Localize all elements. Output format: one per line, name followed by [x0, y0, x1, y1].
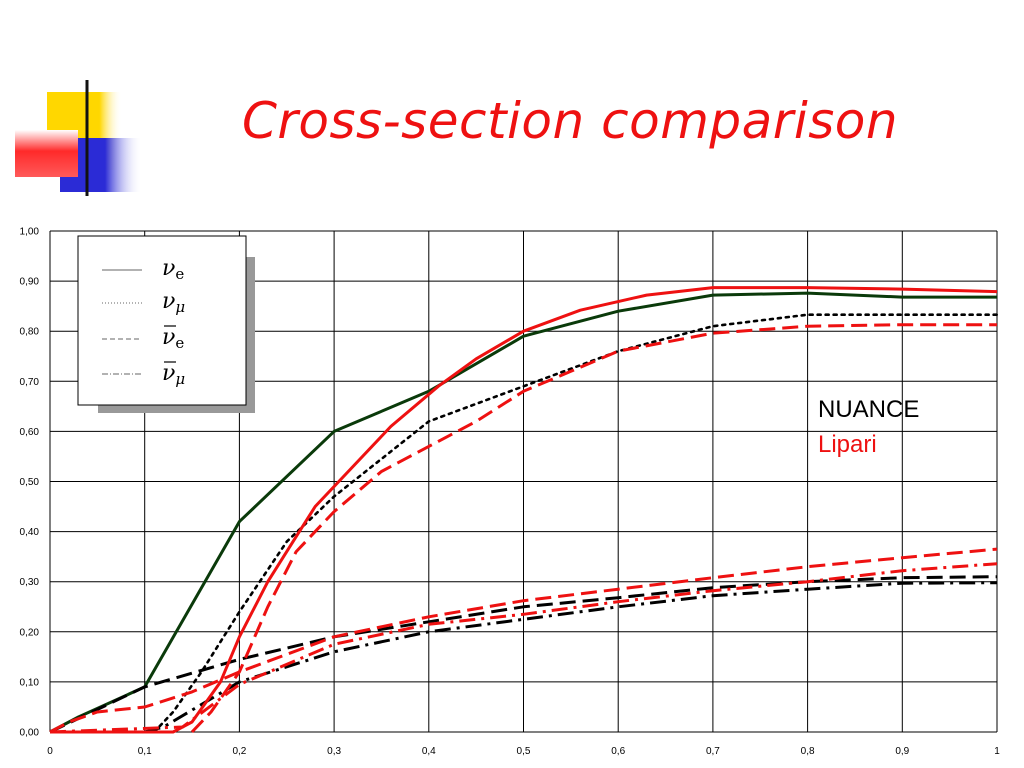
chart-grid — [49, 230, 998, 733]
legend-label-nu-e: νe — [162, 256, 184, 283]
nuance-label: NUANCE — [818, 396, 919, 423]
y-tick-label: 0,30 — [20, 577, 40, 588]
y-tick-label: 0,40 — [20, 527, 40, 538]
y-axis: 0,00 0,10 0,20 0,30 0,40 0,50 0,60 0,70 0,80 0,90… — [20, 227, 40, 739]
cross-section-chart: 0,000,100,200,300,400,500,600,700,800,90… — [20, 227, 1001, 758]
x-tick-label: 0,7 — [706, 746, 720, 757]
x-tick-label: 0,6 — [611, 746, 625, 757]
legend-box — [77, 235, 247, 406]
legend-label-anti-nu-e: νe — [162, 325, 184, 352]
series-line-nuance-nu-mu — [152, 313, 999, 734]
legend-label-anti-nu-mu: νμ — [162, 361, 185, 388]
lipari-label: Lipari — [818, 431, 877, 458]
y-tick-label: 0,00 — [20, 728, 40, 739]
y-tick-label: 0,60 — [20, 427, 40, 438]
x-tick-label: 0,8 — [801, 746, 815, 757]
series-line-lipari-nu-mu — [190, 323, 997, 734]
legend-symbol: ν — [162, 256, 175, 281]
title-decoration — [15, 80, 1000, 196]
y-tick-label: 0,20 — [20, 627, 40, 638]
x-tick-label: 1 — [994, 746, 1000, 757]
x-tick-label: 0 — [47, 746, 53, 757]
y-tick-label: 0,10 — [20, 677, 40, 688]
deco-red-square — [15, 130, 78, 177]
series-line-lipari-anti-nu-e — [49, 547, 998, 734]
chart-legend: νe νμ νe νμ — [77, 235, 255, 413]
y-tick-label: 0,90 — [20, 277, 40, 288]
x-tick-label: 0,3 — [327, 746, 341, 757]
legend-symbol: ν — [162, 289, 175, 314]
y-tick-label: 1,00 — [20, 227, 40, 238]
x-tick-label: 0,5 — [517, 746, 531, 757]
x-tick-label: 0,4 — [422, 746, 436, 757]
legend-subscript: e — [175, 265, 184, 283]
x-tick-label: 0,1 — [138, 746, 152, 757]
x-axis: 0 0,1 0,2 0,3 0,4 0,5 0,6 0,7 0,8 0,9 1 — [47, 746, 1000, 757]
page-title: Cross-section comparison — [241, 92, 899, 150]
x-tick-label: 0,9 — [895, 746, 909, 757]
y-tick-label: 0,50 — [20, 477, 40, 488]
legend-symbol: ν — [162, 325, 175, 350]
y-tick-label: 0,80 — [20, 327, 40, 338]
legend-label-nu-mu: νμ — [162, 289, 185, 316]
series-line-nuance-anti-nu-mu — [144, 581, 998, 734]
legend-subscript: μ — [175, 370, 185, 388]
legend-subscript: e — [175, 334, 184, 352]
series-line-lipari-anti-nu-mu — [49, 562, 998, 734]
legend-subscript: μ — [175, 298, 185, 316]
series-line-nuance-anti-nu-e — [49, 575, 998, 734]
chart-series — [49, 286, 999, 734]
series-line-lipari-nu-e — [50, 286, 998, 734]
legend-symbol: ν — [162, 361, 175, 386]
x-tick-label: 0,2 — [232, 746, 246, 757]
y-tick-label: 0,70 — [20, 377, 40, 388]
